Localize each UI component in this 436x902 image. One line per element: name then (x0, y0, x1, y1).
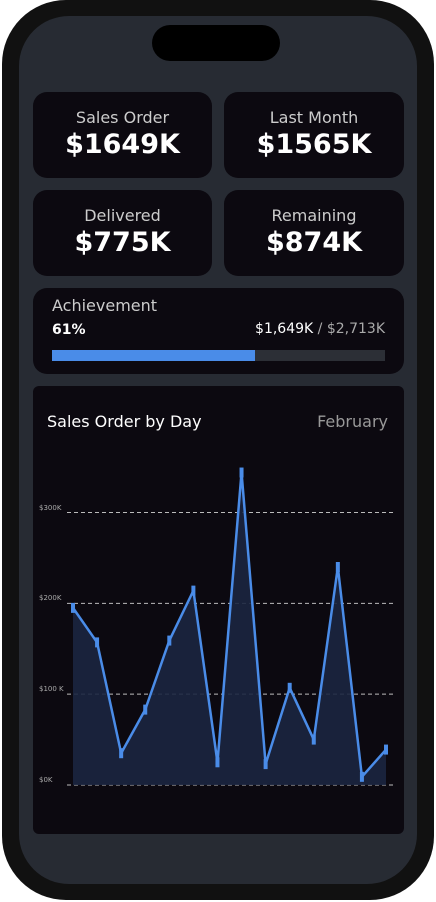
point-marker (239, 467, 244, 478)
dynamic-island (152, 25, 280, 61)
chart-card: Sales Order by Day February $0K $100 K $20… (33, 386, 404, 834)
y-tick-label: $200K (39, 594, 62, 603)
progress-fill (52, 350, 256, 361)
kpi-card[interactable]: Last Month $1565K (224, 92, 404, 178)
point-marker (71, 602, 75, 613)
point-marker (359, 771, 364, 782)
kpi-card[interactable]: Delivered $775K (33, 190, 212, 276)
chart-subtitle: February (317, 412, 388, 431)
point-marker (384, 744, 388, 755)
separator: / (317, 321, 323, 337)
achievement-card: Achievement 61% $1,649K / $2,713K (33, 288, 404, 374)
chart-title: Sales Order by Day (47, 412, 202, 431)
point-marker (191, 585, 196, 596)
point-marker (263, 759, 268, 770)
point-marker (215, 757, 220, 768)
kpi-value: $1565K (256, 129, 372, 160)
kpi-card[interactable]: Sales Order $1649K (33, 92, 212, 178)
point-marker (119, 748, 124, 759)
point-marker (287, 682, 292, 693)
kpi-value: $874K (265, 227, 363, 258)
point-marker (311, 734, 316, 745)
point-marker (143, 704, 148, 715)
kpi-value: $1649K (65, 129, 180, 160)
achievement-percent: 61% (52, 322, 86, 338)
y-tick-label: $300K (39, 503, 62, 512)
y-tick-label: $0K (39, 776, 53, 784)
kpi-label: Delivered (84, 206, 161, 225)
point-marker (95, 637, 100, 648)
line (71, 471, 387, 779)
current-amount: $1,649K (255, 321, 314, 337)
kpi-value: $775K (74, 227, 171, 258)
target-amount: $2,713K (326, 321, 385, 337)
kpi-label: Last Month (269, 108, 359, 127)
kpi-label: Remaining (271, 206, 357, 225)
point-marker (335, 562, 340, 572)
achievement-amounts: $1,649K / $2,713K (255, 321, 385, 337)
y-tick-label: $100 K (39, 685, 64, 694)
progress-track (52, 350, 385, 361)
kpi-label: Sales Order (75, 108, 170, 127)
achievement-title: Achievement (52, 296, 158, 315)
point-marker (167, 635, 172, 646)
chart (67, 467, 393, 786)
kpi-card[interactable]: Remaining $874K (224, 190, 404, 276)
